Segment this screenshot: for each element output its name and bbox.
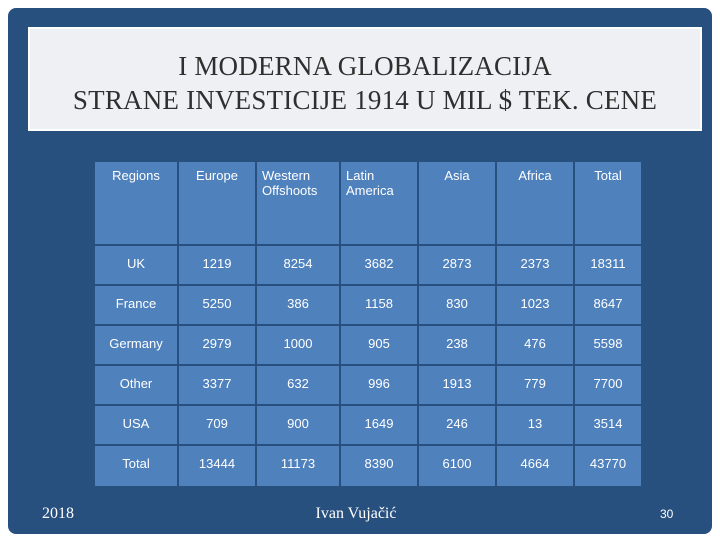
- table-cell: 900: [257, 406, 341, 446]
- table-cell: 1023: [497, 286, 575, 326]
- table-cell: 43770: [575, 446, 641, 486]
- table-cell: 18311: [575, 246, 641, 286]
- header-asia: Asia: [419, 162, 497, 246]
- table-cell: 1000: [257, 326, 341, 366]
- table-cell: 632: [257, 366, 341, 406]
- table-cell: 1913: [419, 366, 497, 406]
- table-cell: 6100: [419, 446, 497, 486]
- table-cell: 1219: [179, 246, 257, 286]
- footer-year: 2018: [42, 505, 74, 522]
- table-cell: 1158: [341, 286, 419, 326]
- footer-author: Ivan Vujačić: [315, 505, 397, 522]
- slide-title-line-1: I MODERNA GLOBALIZACIJA: [178, 51, 552, 81]
- slide-title-line-2: STRANE INVESTICIJE 1914 U MIL $ TEK. CEN…: [72, 85, 658, 115]
- title-box: I MODERNA GLOBALIZACIJA STRANE INVESTICI…: [28, 27, 702, 131]
- table-cell: 246: [419, 406, 497, 446]
- header-western-offshoots: Western Offshoots: [257, 162, 341, 246]
- table-cell: 11173: [257, 446, 341, 486]
- table-cell: 830: [419, 286, 497, 326]
- table-cell: 8254: [257, 246, 341, 286]
- table-cell: 8390: [341, 446, 419, 486]
- table-cell: 709: [179, 406, 257, 446]
- investment-table: Regions Europe Western Offshoots Latin A…: [95, 162, 641, 486]
- header-africa: Africa: [497, 162, 575, 246]
- table-cell: 476: [497, 326, 575, 366]
- table-cell: 3377: [179, 366, 257, 406]
- table-cell: 3514: [575, 406, 641, 446]
- table-cell: 3682: [341, 246, 419, 286]
- table-cell: 238: [419, 326, 497, 366]
- table-cell: 386: [257, 286, 341, 326]
- table-row: Other 3377 632 996 1913 779 7700: [95, 366, 641, 406]
- header-total: Total: [575, 162, 641, 246]
- table-row: UK 1219 8254 3682 2873 2373 18311: [95, 246, 641, 286]
- table-cell: 779: [497, 366, 575, 406]
- table-row: France 5250 386 1158 830 1023 8647: [95, 286, 641, 326]
- region-cell: Total: [95, 446, 179, 486]
- table-row: Germany 2979 1000 905 238 476 5598: [95, 326, 641, 366]
- region-cell: Germany: [95, 326, 179, 366]
- table-cell: 1649: [341, 406, 419, 446]
- table-cell: 13444: [179, 446, 257, 486]
- table-row-total: Total 13444 11173 8390 6100 4664 43770: [95, 446, 641, 486]
- region-cell: USA: [95, 406, 179, 446]
- table-cell: 5598: [575, 326, 641, 366]
- table-header-row: Regions Europe Western Offshoots Latin A…: [95, 162, 641, 246]
- table-cell: 2873: [419, 246, 497, 286]
- header-latin-america: Latin America: [341, 162, 419, 246]
- region-cell: UK: [95, 246, 179, 286]
- table-cell: 2373: [497, 246, 575, 286]
- table-cell: 5250: [179, 286, 257, 326]
- header-regions: Regions: [95, 162, 179, 246]
- table-cell: 996: [341, 366, 419, 406]
- table-cell: 4664: [497, 446, 575, 486]
- table-cell: 2979: [179, 326, 257, 366]
- table-cell: 7700: [575, 366, 641, 406]
- table-cell: 13: [497, 406, 575, 446]
- region-cell: France: [95, 286, 179, 326]
- table-cell: 905: [341, 326, 419, 366]
- table-cell: 8647: [575, 286, 641, 326]
- page-number: 30: [660, 507, 674, 521]
- header-europe: Europe: [179, 162, 257, 246]
- region-cell: Other: [95, 366, 179, 406]
- table-row: USA 709 900 1649 246 13 3514: [95, 406, 641, 446]
